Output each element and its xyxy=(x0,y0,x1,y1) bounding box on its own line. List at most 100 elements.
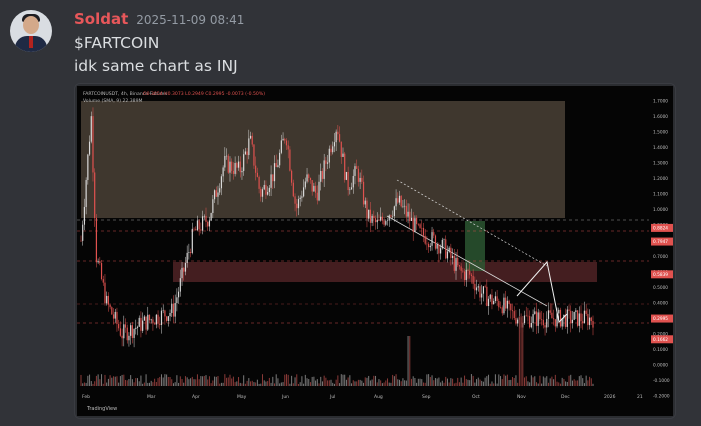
candle-body xyxy=(255,165,257,173)
candle-body xyxy=(136,326,139,328)
candle-body xyxy=(513,311,515,319)
volume-bar xyxy=(429,377,431,386)
price-tick: 1.3000 xyxy=(653,160,668,166)
volume-bar xyxy=(267,381,269,386)
price-label: 0.8824 xyxy=(653,226,668,232)
volume-bar xyxy=(85,382,87,386)
volume-bar xyxy=(481,380,483,386)
volume-bar xyxy=(321,381,323,386)
candle-body xyxy=(236,163,238,168)
candle-body xyxy=(164,310,166,317)
candle-body xyxy=(571,319,574,324)
volume-bar xyxy=(578,376,580,386)
volume-bar xyxy=(342,374,344,386)
volume-bar xyxy=(445,376,447,386)
candle-body xyxy=(138,317,140,327)
volume-bar xyxy=(215,376,217,386)
candle-body xyxy=(494,296,496,301)
candle-body xyxy=(416,217,418,225)
volume-bar xyxy=(280,382,282,386)
volume-bar xyxy=(524,377,526,386)
candle-body xyxy=(249,135,252,139)
price-tick: 1.7000 xyxy=(653,98,668,104)
candle-body xyxy=(198,220,200,230)
volume-bar xyxy=(549,378,551,386)
volume-bar xyxy=(472,375,474,386)
candle-body xyxy=(431,232,433,246)
price-tick: 0.1000 xyxy=(653,347,668,353)
volume-bar xyxy=(354,381,356,386)
price-tick: -0.1000 xyxy=(653,378,670,384)
candle-body xyxy=(359,177,361,182)
candle-body xyxy=(568,309,570,311)
candle-body xyxy=(172,303,175,317)
volume-bar xyxy=(460,377,462,386)
candle-body xyxy=(354,166,356,176)
candle-body xyxy=(395,198,397,207)
candle-body xyxy=(196,220,199,231)
candle-body xyxy=(94,172,96,218)
price-tick: 1.6000 xyxy=(653,114,668,120)
time-tick: May xyxy=(237,394,247,400)
volume-bar xyxy=(292,383,294,386)
candle-body xyxy=(385,221,387,225)
volume-bar xyxy=(534,376,536,386)
volume-bar xyxy=(90,381,92,386)
candle-body xyxy=(487,298,490,307)
image-attachment[interactable]: 1.7000 1.6000 1.5000 1.4000 1.3000 1.2000 1.10… xyxy=(74,83,676,419)
volume-bar xyxy=(558,382,560,386)
volume-bar xyxy=(419,378,421,386)
volume-bar xyxy=(392,374,394,386)
candle-body xyxy=(251,135,253,145)
volume-bar xyxy=(311,376,313,386)
candle-body xyxy=(107,295,109,305)
volume-bar xyxy=(352,380,354,386)
candle-body xyxy=(328,148,330,163)
avatar[interactable] xyxy=(10,10,52,52)
candle-body xyxy=(537,312,539,326)
candle-body xyxy=(511,310,514,312)
volume-bar xyxy=(508,380,510,386)
volume-bar xyxy=(198,379,200,386)
volume-bar xyxy=(263,380,265,386)
volume-bar xyxy=(188,379,190,386)
candle-body xyxy=(123,324,125,339)
candle-body xyxy=(157,314,159,324)
candle-body xyxy=(547,310,550,319)
volume-bar xyxy=(364,377,366,386)
volume-bar xyxy=(291,375,293,386)
volume-bar xyxy=(547,382,549,386)
volume-bar xyxy=(356,381,358,386)
candle-body xyxy=(318,181,320,201)
candle-body xyxy=(208,220,211,227)
volume-bar xyxy=(296,374,298,386)
volume-bar xyxy=(107,378,109,386)
candle-body xyxy=(275,163,277,167)
candle-body xyxy=(130,325,132,336)
message-line-1: $FARTCOIN xyxy=(74,34,160,52)
volume-bar xyxy=(506,374,508,386)
volume-bar xyxy=(381,383,383,386)
volume-bar xyxy=(104,374,106,386)
time-tick: Apr xyxy=(192,394,200,400)
volume-bar xyxy=(455,382,457,386)
volume-bar xyxy=(234,382,236,386)
volume-bar xyxy=(265,381,267,386)
volume-bar xyxy=(219,383,221,386)
price-label: 0.1662 xyxy=(653,337,668,343)
candle-body xyxy=(205,216,207,222)
candle-body xyxy=(332,146,334,153)
candle-body xyxy=(321,170,324,179)
volume-bar xyxy=(270,382,272,386)
candle-body xyxy=(342,153,344,157)
volume-bar xyxy=(159,376,161,386)
volume-bar xyxy=(246,380,248,386)
candle-body xyxy=(400,195,402,207)
volume-bar xyxy=(97,374,99,386)
volume-bar xyxy=(203,376,205,386)
volume-bar xyxy=(539,375,541,386)
candle-body xyxy=(270,174,272,188)
volume-bar xyxy=(520,316,522,386)
candle-body xyxy=(445,239,447,259)
username[interactable]: Soldat xyxy=(74,10,129,28)
